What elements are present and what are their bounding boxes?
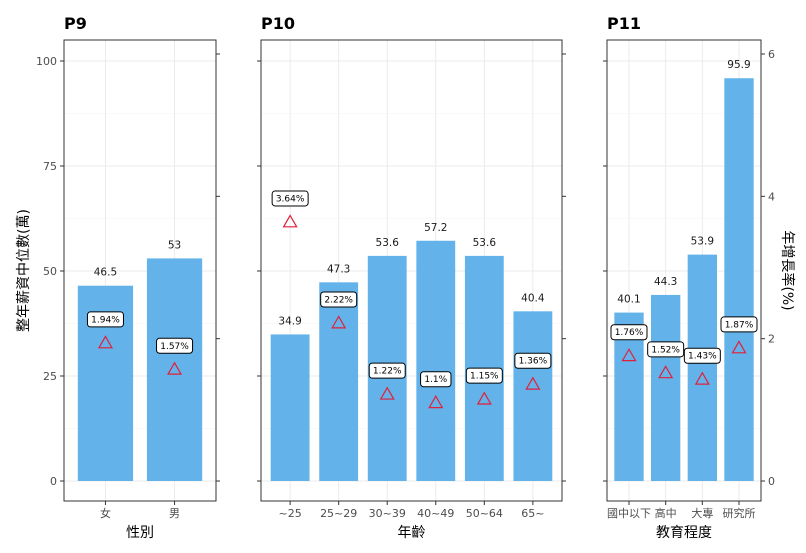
- panel-p9: P9 46.5 1.94% 女 53 1.57% 男性別: [63, 14, 220, 541]
- growth-marker: [379, 386, 395, 400]
- bar: [614, 312, 644, 481]
- y-right-axis-title: 年增長率(%): [779, 230, 796, 310]
- bar: [651, 294, 681, 481]
- growth-label: 1.1%: [424, 375, 447, 385]
- bar: [416, 240, 456, 481]
- bar-value-label: 44.3: [654, 276, 677, 288]
- bar: [513, 311, 553, 481]
- panel-p10: P10 34.9 3.64% ~25 47.3 2.22% 25~29 53.6 1.22% 30…: [257, 14, 566, 541]
- growth-marker: [658, 365, 674, 379]
- growth-marker: [428, 395, 444, 409]
- y-left-tick-label: 0: [50, 475, 57, 488]
- bar-value-label: 95.9: [727, 59, 750, 71]
- y-left-axis-title: 整年薪資中位數(萬): [16, 209, 32, 332]
- y-left-tick-label: 25: [43, 370, 57, 383]
- growth-label-box: [683, 347, 721, 364]
- y-right-tick-label: 2: [768, 333, 775, 346]
- bar-value-label: 57.2: [424, 222, 447, 234]
- y-right-tick-label: 4: [768, 190, 775, 203]
- growth-label-box: [720, 316, 758, 333]
- bar-value-label: 40.1: [617, 294, 640, 306]
- growth-marker: [97, 335, 113, 349]
- x-axis-title: 性別: [126, 525, 154, 541]
- panel-title: P10: [261, 14, 295, 33]
- x-axis-title: 教育程度: [656, 525, 712, 541]
- growth-marker: [525, 376, 541, 390]
- growth-label-box: [86, 311, 124, 328]
- growth-label-box: [514, 352, 552, 369]
- growth-label-box: [156, 337, 194, 354]
- x-tick-label: 女: [100, 506, 111, 520]
- bar: [270, 334, 310, 481]
- growth-label: 1.76%: [615, 328, 644, 338]
- growth-label: 1.57%: [160, 342, 189, 352]
- x-tick-label: 25~29: [320, 507, 357, 520]
- panel-p11: P11 40.1 1.76% 國中以下 44.3 1.52% 高中 53.9 1.43% 大專 95…: [603, 14, 762, 541]
- x-tick-label: 高中: [655, 506, 677, 520]
- bar-value-label: 34.9: [278, 315, 301, 327]
- panel-border: [63, 39, 217, 502]
- growth-marker: [282, 214, 298, 228]
- growth-label-box: [320, 291, 358, 308]
- y-left-tick-label: 100: [36, 55, 57, 68]
- y-right-tick-label: 6: [768, 48, 775, 61]
- growth-label: 1.94%: [91, 315, 120, 325]
- bar-value-label: 47.3: [327, 263, 350, 275]
- x-tick-label: 65~: [521, 507, 544, 520]
- growth-label: 1.15%: [470, 372, 499, 382]
- bar: [146, 258, 203, 481]
- growth-label-box: [610, 324, 648, 341]
- growth-label: 1.22%: [373, 367, 402, 377]
- x-tick-label: 50~64: [466, 507, 503, 520]
- growth-label: 1.36%: [519, 357, 548, 367]
- y-left-tick-label: 75: [43, 160, 57, 173]
- x-tick-label: 大專: [691, 506, 713, 520]
- growth-marker: [167, 361, 183, 375]
- x-tick-label: 研究所: [723, 506, 756, 520]
- bar: [687, 254, 717, 481]
- x-axis-title: 年齡: [398, 525, 426, 541]
- growth-label: 1.87%: [725, 320, 754, 330]
- growth-label: 3.64%: [276, 194, 305, 204]
- bar: [319, 282, 359, 481]
- growth-marker: [476, 391, 492, 405]
- bar-value-label: 53.9: [691, 236, 714, 248]
- x-tick-label: 30~39: [369, 507, 406, 520]
- growth-marker: [694, 371, 710, 385]
- bar-value-label: 46.5: [94, 267, 117, 279]
- bar-value-label: 53.6: [473, 237, 497, 249]
- growth-marker: [331, 315, 347, 329]
- x-tick-label: 國中以下: [607, 507, 651, 520]
- x-tick-label: 40~49: [417, 507, 454, 520]
- bar-value-label: 53: [168, 239, 181, 251]
- panel-title: P9: [64, 14, 87, 33]
- growth-label-box: [465, 367, 503, 384]
- growth-label: 1.52%: [651, 345, 680, 355]
- growth-marker: [621, 348, 637, 362]
- bar: [724, 78, 754, 481]
- panel-title: P11: [607, 14, 641, 33]
- bar-value-label: 53.6: [376, 237, 400, 249]
- growth-label-box: [420, 371, 452, 388]
- growth-label: 1.43%: [688, 352, 717, 362]
- growth-label-box: [271, 190, 309, 207]
- y-right-tick-label: 0: [768, 475, 775, 488]
- bar-value-label: 40.4: [521, 292, 545, 304]
- growth-label-box: [368, 362, 406, 379]
- growth-label-box: [647, 341, 685, 358]
- x-tick-label: ~25: [279, 507, 302, 520]
- growth-marker: [731, 340, 747, 354]
- growth-label: 2.22%: [324, 296, 353, 306]
- y-left-tick-label: 50: [43, 265, 57, 278]
- x-tick-label: 男: [169, 507, 180, 520]
